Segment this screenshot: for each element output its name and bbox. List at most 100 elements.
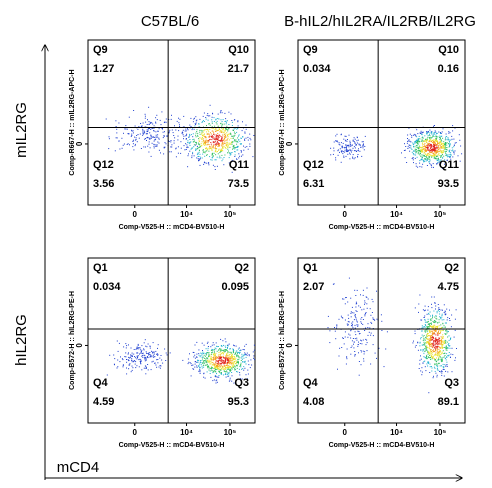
event-dot (429, 129, 431, 131)
event-dot (366, 307, 368, 309)
event-dot (240, 366, 242, 368)
event-dot (150, 369, 152, 371)
event-dot (438, 330, 439, 332)
event-dot (208, 162, 210, 164)
quadrant-value: 3.56 (93, 178, 114, 190)
event-dot (226, 357, 228, 359)
event-dot (429, 325, 431, 327)
event-dot (222, 365, 224, 367)
event-dot (219, 150, 221, 152)
event-dot (420, 349, 422, 351)
event-dot (188, 361, 190, 363)
event-dot (436, 348, 438, 350)
event-dot (202, 350, 203, 351)
event-dot (227, 146, 229, 148)
event-dot (198, 359, 200, 361)
event-dot (219, 370, 221, 372)
event-dot (194, 123, 196, 125)
event-dot (212, 357, 214, 359)
event-dot (449, 154, 451, 156)
event-dot (420, 147, 422, 149)
event-dot (241, 357, 243, 359)
event-dot (136, 365, 138, 367)
event-dot (148, 106, 150, 108)
event-dot (432, 135, 434, 137)
event-dot (226, 132, 228, 134)
event-dot (355, 303, 357, 305)
event-dot (227, 127, 229, 129)
event-dot (439, 137, 441, 139)
event-dot (429, 340, 431, 342)
event-dot (430, 165, 432, 167)
event-dot (452, 130, 454, 132)
event-dot (200, 156, 202, 158)
x-tick-label: 10⁴ (390, 210, 403, 219)
event-dot (428, 340, 430, 342)
event-dot (424, 321, 426, 323)
event-dot (440, 330, 441, 332)
event-dot (226, 362, 228, 364)
event-dot (421, 344, 423, 346)
event-dot (410, 145, 412, 147)
event-dot (409, 144, 411, 146)
event-dot (219, 348, 220, 350)
event-dot (216, 144, 217, 146)
event-dot (239, 378, 241, 380)
event-dot (184, 130, 186, 132)
event-dot (134, 125, 136, 127)
event-dot (202, 351, 204, 353)
event-dot (136, 358, 138, 360)
event-dot (215, 369, 216, 371)
event-dot (223, 361, 225, 363)
event-dot (141, 349, 143, 351)
event-dot (188, 143, 190, 145)
event-dot (436, 347, 438, 349)
event-dot (454, 359, 456, 361)
event-dot (244, 146, 246, 148)
event-dot (437, 364, 439, 366)
event-dot (426, 154, 428, 156)
event-dot (429, 326, 431, 327)
event-dot (367, 334, 369, 336)
event-dot (211, 153, 213, 154)
event-dot (194, 344, 196, 346)
y-tick-label: 0 (285, 141, 294, 146)
event-dot (431, 132, 432, 134)
event-dot (231, 354, 233, 356)
event-dot (241, 155, 242, 157)
event-dot (238, 363, 239, 365)
event-dot (214, 349, 216, 351)
event-dot (225, 365, 227, 367)
event-dot (224, 147, 226, 148)
event-dot (209, 367, 211, 369)
event-dot (454, 150, 456, 152)
event-dot (223, 344, 224, 346)
x-axis-label: Comp-V525-H :: mCD4-BV510-H (329, 442, 435, 449)
event-dot (210, 354, 212, 356)
event-dot (347, 336, 349, 338)
event-dot (210, 369, 212, 371)
event-dot (424, 336, 426, 338)
event-dot (430, 344, 432, 346)
event-dot (436, 340, 438, 342)
event-dot (411, 151, 413, 153)
event-dot (342, 298, 343, 300)
event-dot (447, 341, 449, 343)
event-dot (437, 353, 438, 355)
event-dot (419, 132, 421, 134)
event-dot (423, 155, 425, 157)
event-dot (235, 360, 237, 362)
event-dot (409, 133, 411, 135)
event-dot (372, 317, 374, 319)
event-dot (218, 368, 220, 370)
event-dot (424, 330, 426, 332)
events (105, 104, 255, 173)
event-dot (428, 352, 430, 354)
event-dot (174, 125, 175, 127)
event-dot (347, 153, 349, 155)
event-dot (213, 152, 215, 154)
event-dot (361, 343, 363, 345)
event-dot (164, 131, 165, 133)
event-dot (213, 121, 215, 122)
event-dot (357, 139, 359, 141)
